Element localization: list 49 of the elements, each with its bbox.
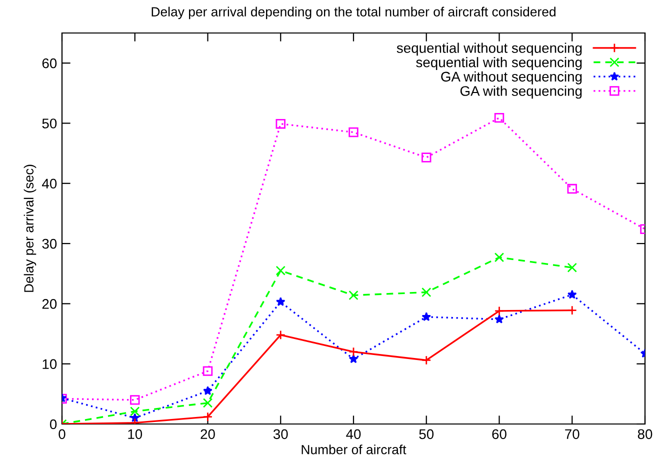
y-tick-label: 30 (42, 238, 57, 249)
point (130, 395, 140, 405)
x-tick-label: 80 (638, 429, 652, 440)
x-tick-label: 70 (565, 429, 580, 440)
legend-label: GA without sequencing (441, 71, 582, 84)
point (348, 354, 358, 364)
legend-label: GA with sequencing (460, 86, 582, 99)
x-tick-label: 30 (273, 429, 288, 440)
legend-label: sequential without sequencing (396, 42, 582, 56)
point (567, 305, 577, 316)
x-tick-label: 60 (492, 429, 506, 440)
point (567, 184, 577, 194)
x-tick-label: 0 (58, 429, 66, 440)
x-tick-label: 50 (419, 429, 434, 440)
point (494, 306, 504, 316)
x-tick-label: 40 (346, 429, 361, 440)
x-tick-label: 10 (128, 429, 142, 440)
point (276, 266, 286, 276)
point (130, 406, 140, 416)
point (276, 118, 286, 129)
point (422, 152, 432, 162)
point (276, 330, 286, 340)
point (567, 262, 577, 272)
point (422, 355, 432, 366)
x-axis-title: Number of aircraft (302, 444, 406, 454)
point (202, 366, 213, 376)
point (494, 252, 504, 262)
legend-label: sequential with sequencing (416, 57, 582, 70)
point (203, 386, 212, 395)
point (422, 287, 432, 298)
point (276, 297, 286, 306)
y-tick-label: 20 (42, 299, 57, 309)
point (494, 314, 504, 324)
y-tick-label: 50 (42, 118, 57, 128)
point (422, 312, 432, 321)
point (202, 412, 213, 422)
y-tick-label: 10 (42, 359, 57, 370)
y-tick-label: 60 (42, 58, 57, 68)
point (348, 127, 358, 138)
chart-title: Delay per arrival depending on the total number of aircraft considered (152, 6, 556, 20)
point (494, 112, 504, 123)
y-axis-title: Delay per arrival (sec) (24, 164, 36, 292)
x-tick-label: 20 (200, 429, 215, 440)
point (348, 346, 358, 357)
y-tick-label: 0 (50, 419, 57, 430)
point (202, 398, 213, 408)
point (567, 290, 577, 299)
y-tick-label: 40 (42, 178, 57, 189)
point (348, 290, 358, 300)
